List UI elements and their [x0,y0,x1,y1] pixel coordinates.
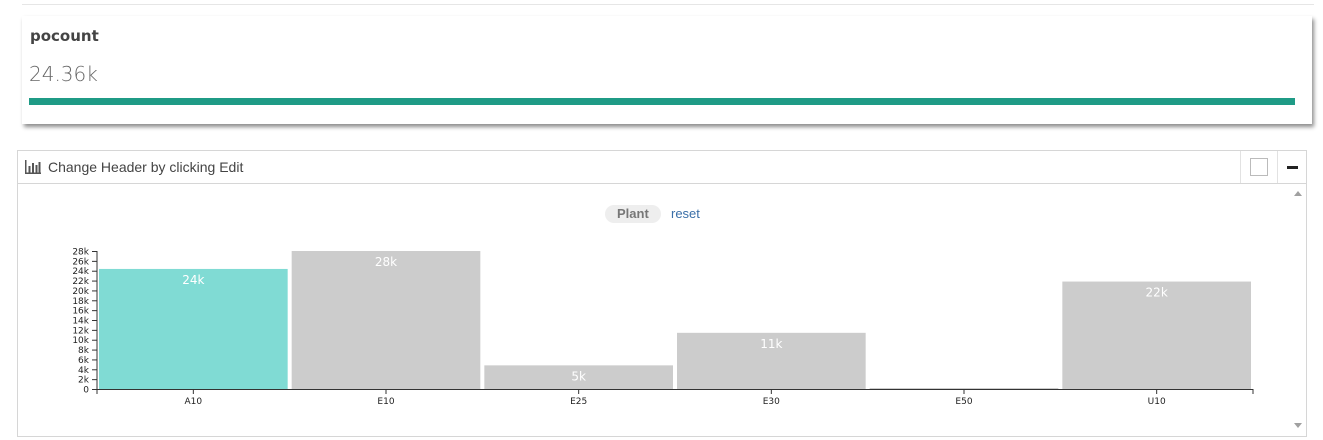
minimize-button[interactable] [1287,166,1298,169]
y-tick-label: 6k [78,356,90,366]
top-divider [22,4,1314,5]
select-checkbox[interactable] [1250,158,1268,176]
panel-title[interactable]: Change Header by clicking Edit [48,159,244,175]
bar-e25 [484,365,673,389]
y-tick-label: 8k [78,346,90,356]
x-tick-label: U10 [1148,397,1166,407]
y-tick-label: 2k [78,376,90,386]
chart-panel: Change Header by clicking Edit Plant res… [17,150,1307,437]
kpi-value: 24.36k [29,62,98,86]
y-tick-label: 10k [72,336,89,346]
x-tick-label: E10 [377,397,394,407]
bar-value-label: 5k [571,369,586,383]
filter-tag-plant[interactable]: Plant [605,205,661,223]
bar-chart: 02k4k6k8k10k12k14k16k18k20k22k24k26k28k2… [72,248,1254,407]
bar-value-label: 22k [1146,286,1168,300]
bar-a10 [99,268,288,389]
y-tick-label: 24k [72,267,89,277]
kpi-progress-bar [29,98,1295,105]
x-tick-label: A10 [185,397,203,407]
scroll-up-arrow-icon[interactable] [1294,191,1302,196]
bar-value-label: 24k [182,273,204,287]
bar-chart-icon [25,160,41,174]
bar-e50 [869,388,1059,390]
kpi-card: pocount 24.36k [22,16,1312,124]
x-tick-label: E30 [763,397,780,407]
y-tick-label: 28k [72,248,89,258]
scrollbar[interactable] [1289,184,1306,435]
x-tick-label: E25 [570,397,587,407]
y-tick-label: 12k [72,326,89,336]
reset-link[interactable]: reset [671,206,700,221]
x-tick-label: E50 [955,397,972,407]
header-separator [1277,151,1278,183]
scroll-down-arrow-icon[interactable] [1294,423,1302,428]
y-tick-label: 22k [72,277,89,287]
bar-value-label: 11k [760,337,782,351]
y-tick-label: 14k [72,317,89,327]
bar-e10 [291,251,481,389]
y-tick-label: 16k [72,307,89,317]
header-separator [1240,151,1241,183]
y-tick-label: 0 [83,386,89,396]
y-tick-label: 18k [72,297,89,307]
kpi-progress-fill [29,98,1295,105]
bar-u10 [1062,281,1251,389]
y-tick-label: 20k [72,287,89,297]
bar-e30 [677,332,866,389]
bar-value-label: 28k [375,255,397,269]
panel-header: Change Header by clicking Edit [18,151,1306,184]
y-tick-label: 4k [78,366,90,376]
y-tick-label: 26k [72,257,89,267]
kpi-title: pocount [30,27,99,45]
